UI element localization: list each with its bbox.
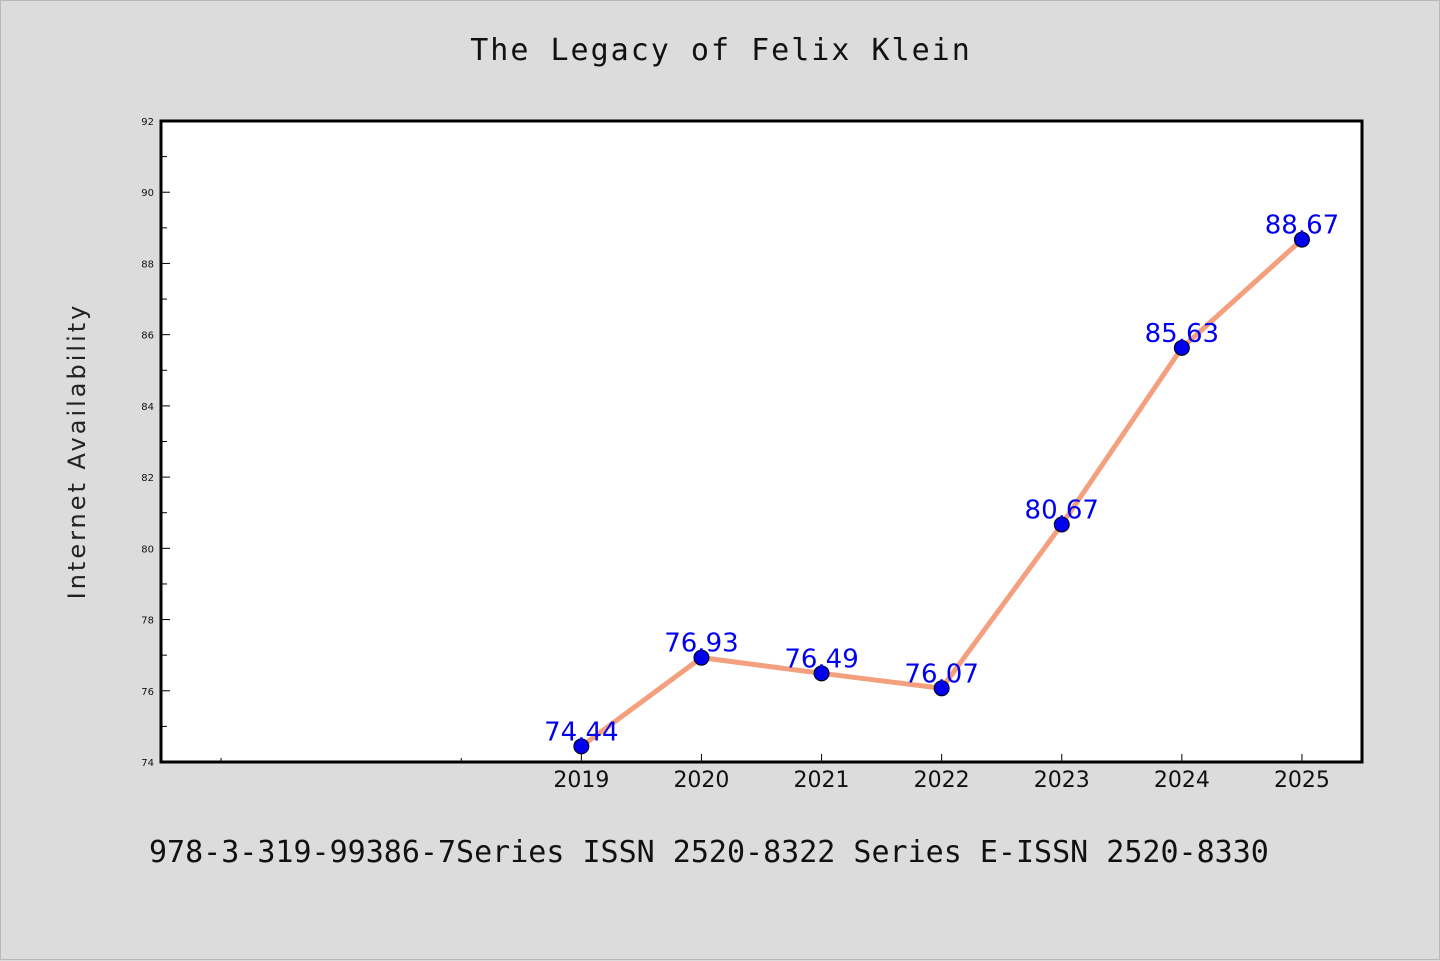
- data-point: [1173, 339, 1190, 356]
- data-point: [573, 738, 590, 755]
- data-label: 76.49: [784, 644, 858, 674]
- y-tick-label: 76: [141, 687, 154, 698]
- data-label: 76.93: [664, 629, 738, 659]
- y-tick-label: 92: [141, 117, 154, 128]
- x-tick-label: 2019: [553, 768, 609, 793]
- data-label: 76.07: [904, 659, 978, 689]
- x-tick-label: 2022: [914, 768, 970, 793]
- data-label: 74.44: [544, 717, 618, 747]
- y-tick-label: 86: [141, 331, 154, 342]
- y-tick-label: 84: [141, 402, 154, 413]
- data-labels: 74.44 76.93 76.49 76.07 80.67 85.63 88.67: [544, 211, 1339, 748]
- x-tick-label: 2020: [673, 768, 729, 793]
- data-label: 85.63: [1145, 319, 1219, 349]
- data-point: [813, 665, 830, 682]
- y-tick-label: 90: [141, 188, 154, 199]
- data-point: [933, 680, 950, 697]
- y-tick-label: 74: [141, 758, 154, 769]
- data-points: [573, 231, 1310, 755]
- data-label: 80.67: [1025, 495, 1099, 525]
- x-axis-ticks: 2019 2020 2021 2022 2023 2024 2025: [220, 754, 1330, 793]
- data-point: [693, 649, 710, 666]
- y-tick-label: 80: [141, 544, 154, 555]
- chart-title: The Legacy of Felix Klein: [470, 33, 972, 68]
- data-label: 88.67: [1265, 211, 1339, 241]
- y-tick-label: 88: [141, 259, 154, 270]
- x-tick-label: 2021: [794, 768, 850, 793]
- x-tick-label: 2023: [1034, 768, 1090, 793]
- x-tick-label: 2025: [1274, 768, 1330, 793]
- plot-area: [159, 119, 1364, 764]
- y-tick-label: 78: [141, 616, 154, 627]
- data-point: [1293, 231, 1310, 248]
- y-axis-ticks: 74 76 78 80 82 84 86 88 90 92: [141, 117, 170, 769]
- y-tick-label: 82: [141, 473, 154, 484]
- isbn-footer: 978-3-319-99386-7Series ISSN 2520-8322 S…: [149, 835, 1269, 870]
- data-point: [1053, 516, 1070, 533]
- x-tick-label: 2024: [1154, 768, 1210, 793]
